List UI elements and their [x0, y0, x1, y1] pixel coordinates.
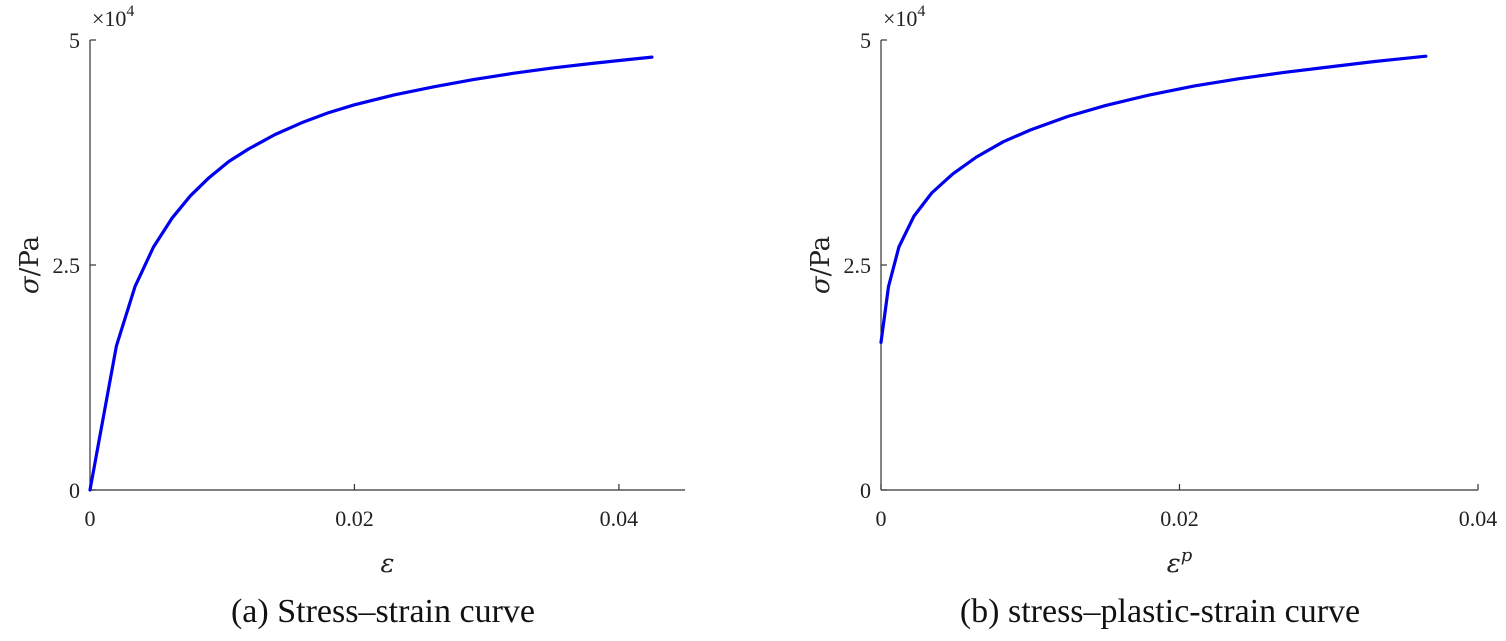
- y-axis-label: σ/Pa: [806, 236, 836, 294]
- y-exponent-label: ×104: [92, 3, 134, 31]
- x-tick-label: 0: [85, 506, 96, 531]
- y-axis-label-unit: /Pa: [15, 236, 45, 277]
- x-axis-label: εp: [1167, 545, 1193, 579]
- y-tick-label: 2.5: [53, 253, 81, 278]
- y-exponent: 4: [917, 3, 925, 20]
- x-axis-label: ε: [381, 549, 395, 579]
- x-tick-label: 0.02: [1160, 506, 1199, 531]
- y-tick-label: 0: [860, 478, 871, 503]
- y-tick-label: 0: [69, 478, 80, 503]
- caption-b: (b) stress–plastic-strain curve: [960, 593, 1360, 630]
- y-tick-label: 2.5: [844, 253, 872, 278]
- chart-panel-b: 0 0.02 0.04 0 2.5 5 ×104 εp σ/Pa (b) stress–plast…: [806, 3, 1497, 630]
- y-axis-label: σ/Pa: [15, 236, 45, 294]
- chart-panel-a: 0 0.02 0.04 0 2.5 5 ×104 ε σ/Pa (a) Stress–strain…: [15, 3, 685, 630]
- x-tick-label: 0.02: [335, 506, 374, 531]
- y-axis-label-unit: /Pa: [806, 236, 836, 277]
- y-exponent: 4: [126, 3, 134, 20]
- y-axis-label-symbol: σ: [15, 275, 45, 294]
- y-tick-label: 5: [860, 28, 871, 53]
- y-tick-label: 5: [69, 28, 80, 53]
- x-axis-label-superscript: p: [1181, 545, 1193, 566]
- y-exponent-label: ×104: [883, 3, 925, 31]
- series-line-stress-plastic-strain: [879, 54, 1428, 344]
- x-tick-label: 0.04: [1459, 506, 1498, 531]
- x-tick-label: 0.04: [600, 506, 639, 531]
- y-axis-label-symbol: σ: [806, 275, 836, 294]
- caption-a: (a) Stress–strain curve: [231, 593, 535, 630]
- x-tick-label: 0: [876, 506, 887, 531]
- series-line-stress-strain: [88, 55, 654, 492]
